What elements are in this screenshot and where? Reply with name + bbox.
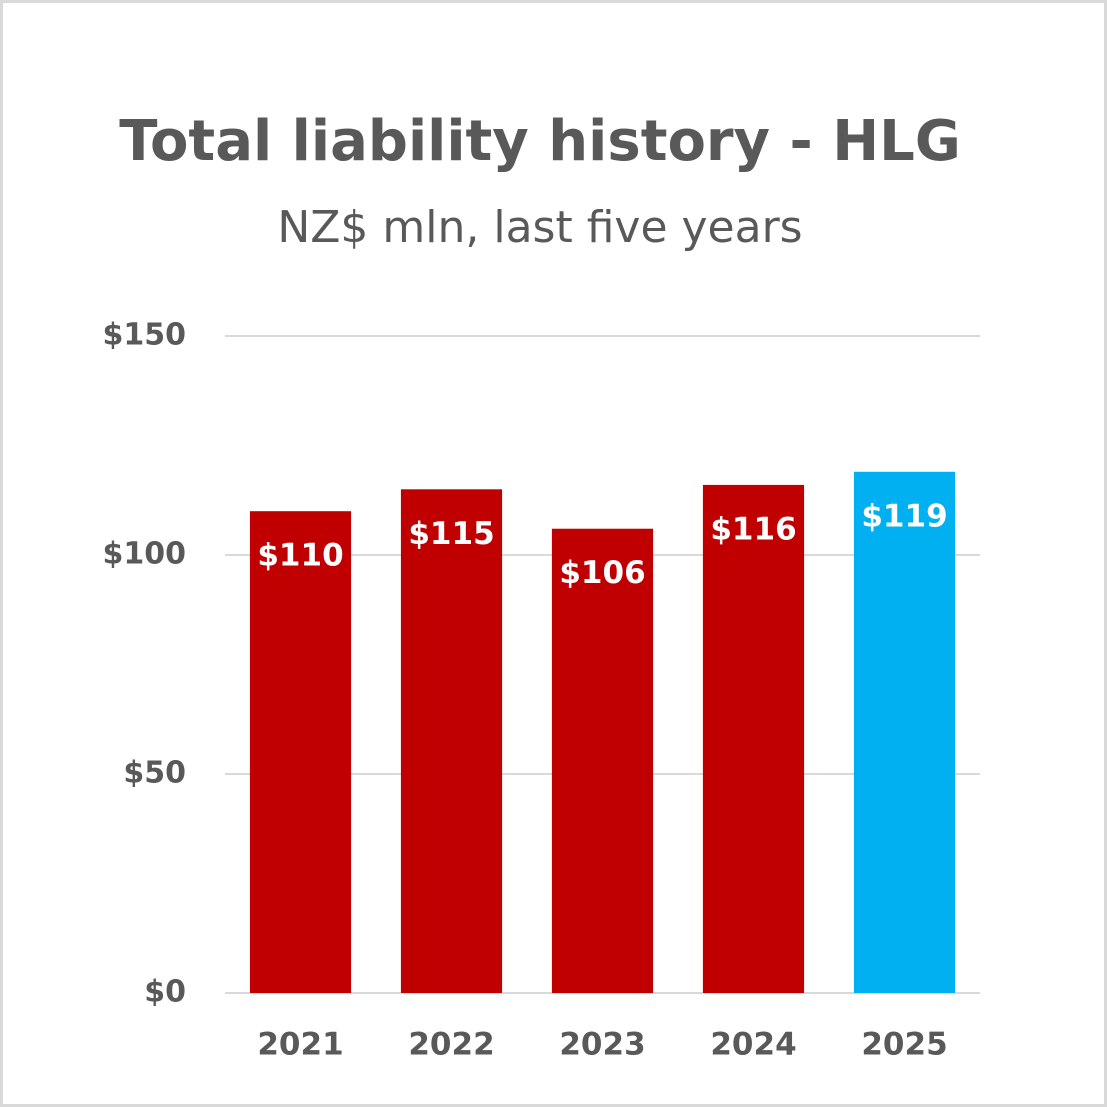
y-tick-label: $150 [103, 318, 187, 353]
value-label: $116 [710, 511, 796, 547]
x-tick-label: 2022 [408, 1027, 494, 1063]
value-label: $115 [408, 516, 494, 552]
chart-subtitle: NZ$ mln, last five years [277, 202, 802, 253]
x-tick-label: 2021 [257, 1027, 343, 1063]
value-label: $119 [861, 498, 947, 534]
bar [702, 484, 805, 993]
y-tick-label: $100 [103, 537, 187, 572]
value-label: $110 [257, 538, 343, 574]
chart-title: Total liability history - HLG [119, 109, 961, 174]
y-tick-label: $0 [144, 975, 186, 1010]
x-tick-label: 2024 [710, 1027, 796, 1063]
value-label: $106 [559, 555, 645, 591]
x-tick-label: 2023 [559, 1027, 645, 1063]
bar [551, 528, 654, 993]
bar [853, 471, 956, 993]
y-tick-label: $50 [123, 756, 186, 791]
x-tick-label: 2025 [861, 1027, 947, 1063]
bar [249, 511, 352, 993]
bar [400, 489, 503, 993]
